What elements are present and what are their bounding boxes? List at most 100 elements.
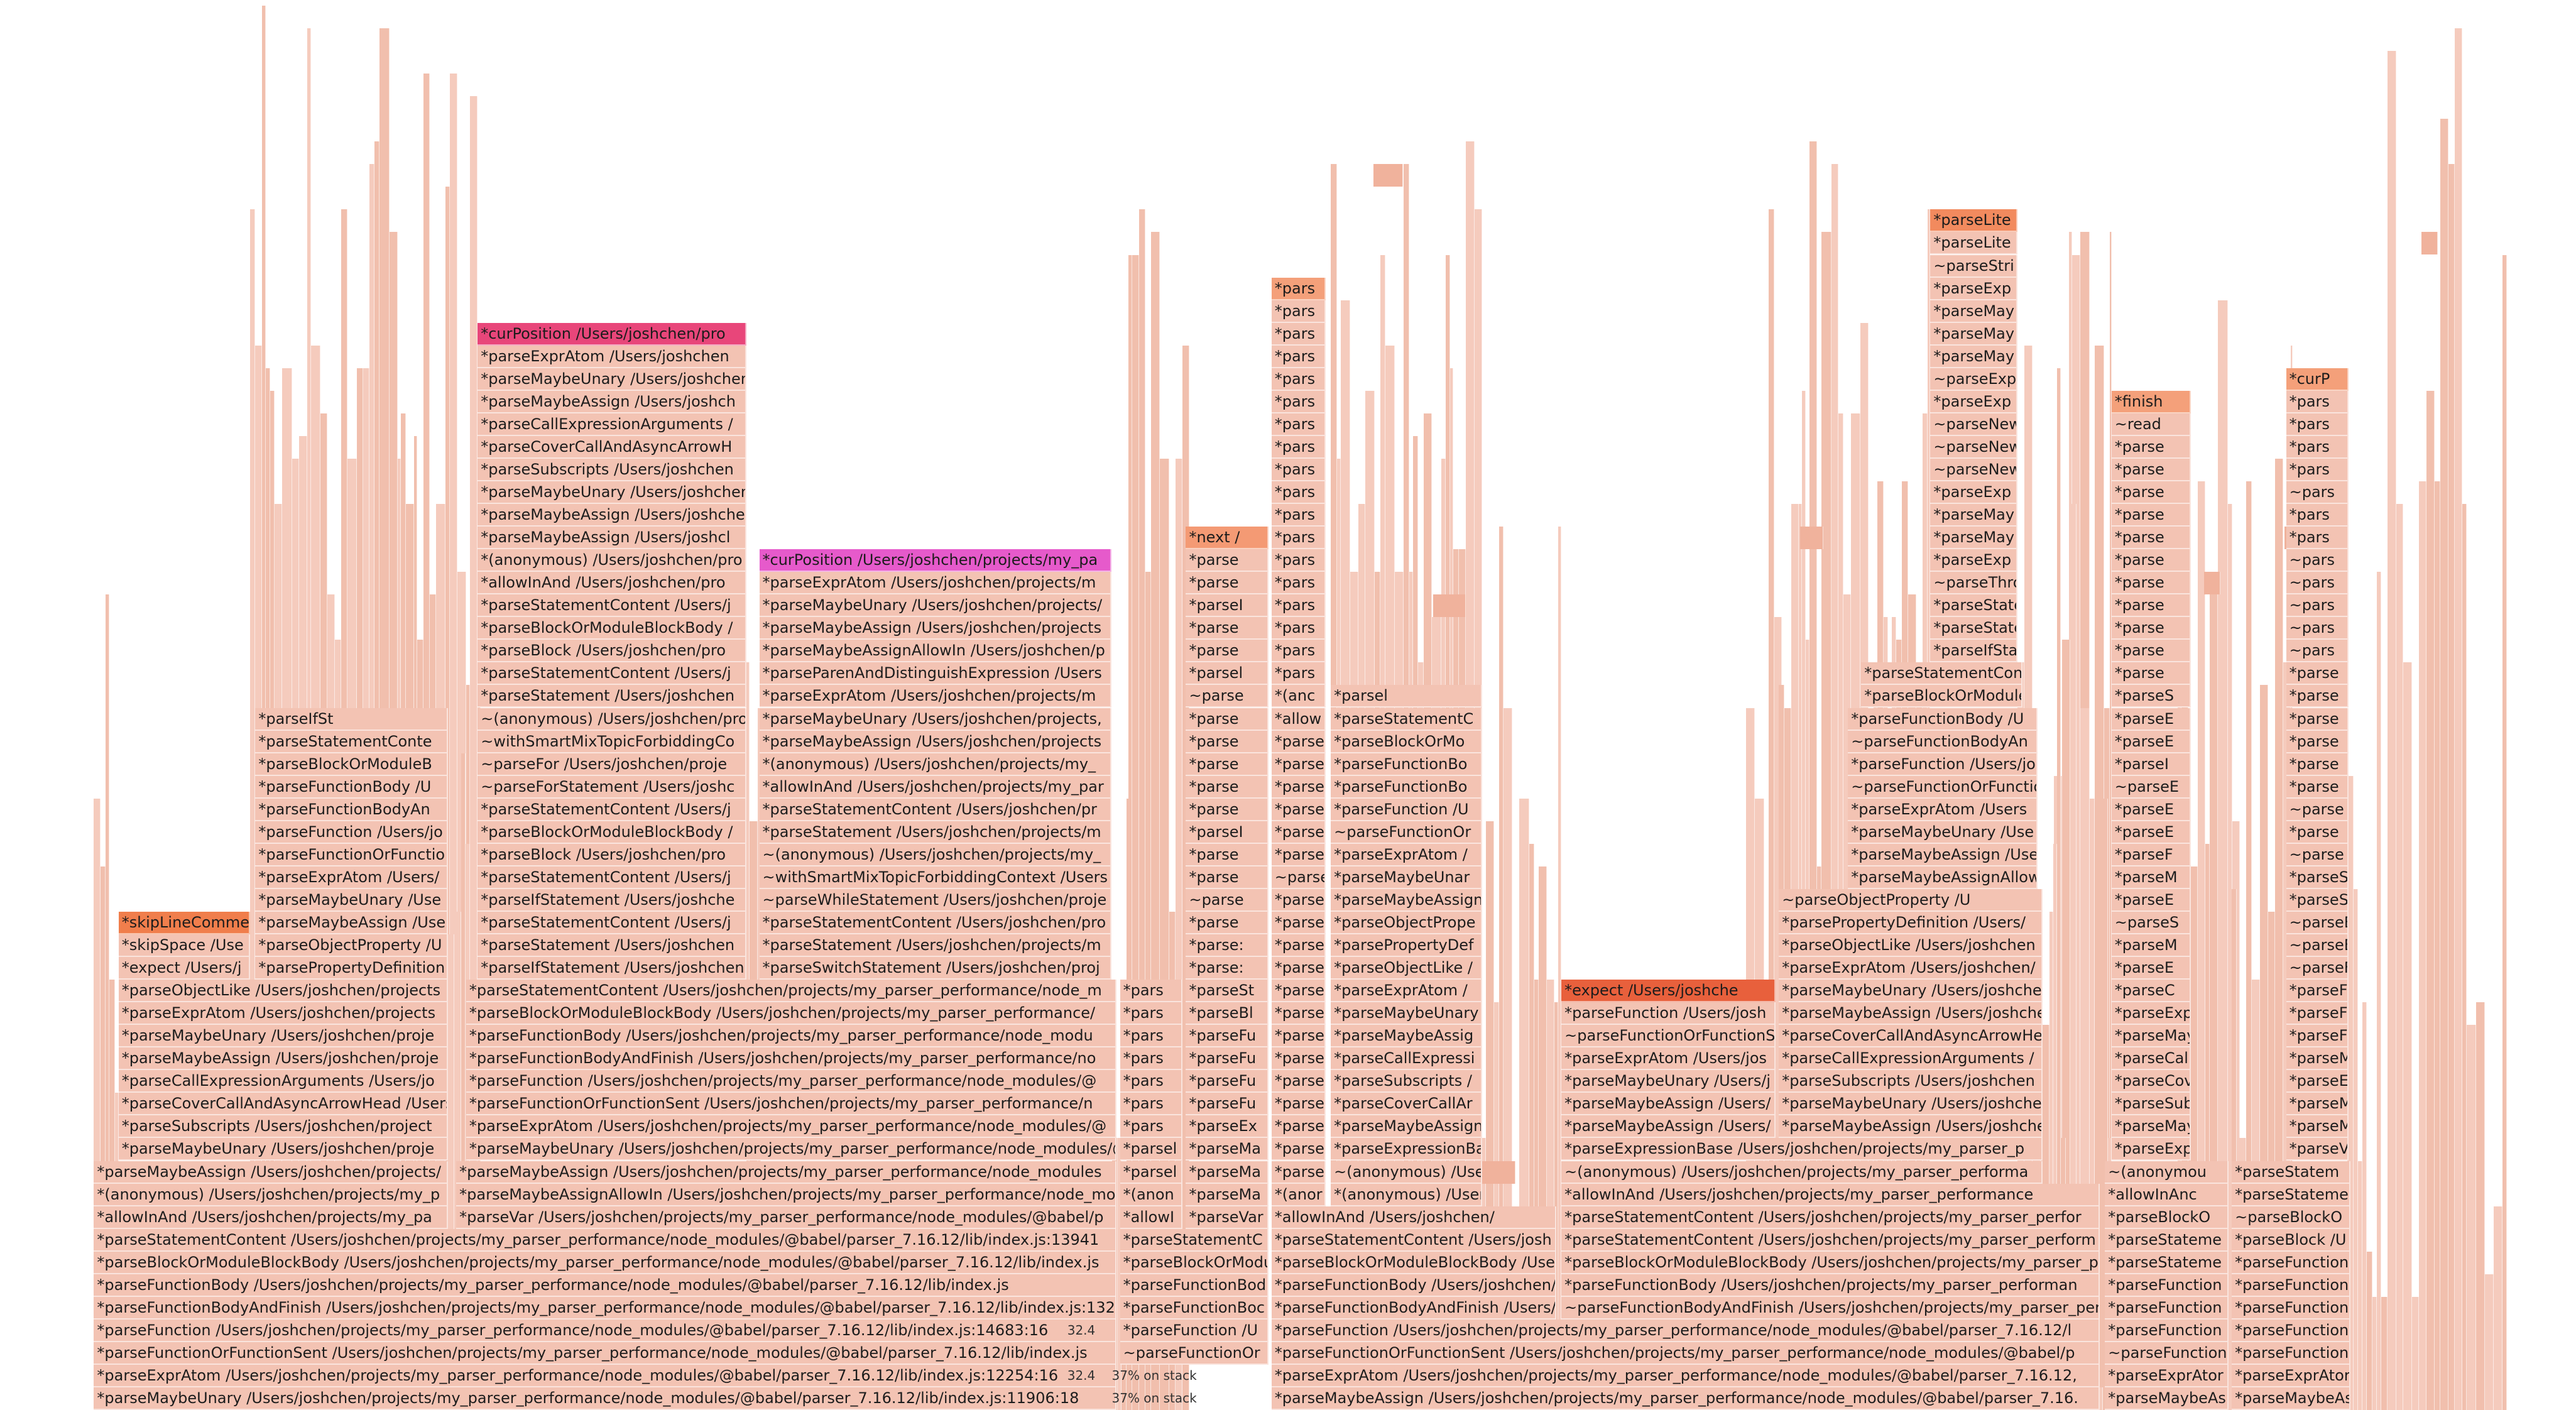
stack-frame[interactable]: ~parseExp [1930, 368, 2018, 391]
stack-frame[interactable]: *parse [1186, 753, 1269, 776]
stack-frame[interactable]: *parseBl [1186, 1002, 1269, 1025]
stack-frame[interactable]: *parseCallExpressionArguments / [478, 413, 746, 436]
stack-frame[interactable]: *parseBlockOrModuleBlockBody /Use [1271, 1251, 1557, 1274]
stack-frame[interactable]: *parseSubscripts /Users/joshchen [1779, 1070, 2043, 1093]
stack-frame[interactable]: *parseObjectPrope [1331, 911, 1483, 934]
stack-frame[interactable]: *(anonymous) /Users/joshchen/pro [478, 549, 746, 572]
stack-frame[interactable]: *parseExpressionBase /Users/joshchen/pro… [1561, 1138, 2043, 1161]
stack-frame[interactable]: *parseMa [1186, 1138, 1269, 1161]
stack-frame[interactable]: ~parse [1186, 685, 1269, 708]
stack-frame[interactable]: *parseFunction [2232, 1342, 2350, 1365]
stack-frame[interactable]: *parseVar [1186, 1206, 1269, 1229]
stack-frame[interactable]: *skipLineComme [118, 911, 251, 934]
stack-frame[interactable]: ~parseFunctionOrFunction [1848, 775, 2038, 799]
stack-frame[interactable]: *parseMaybeAssign [1331, 888, 1483, 912]
stack-frame[interactable]: *parseMay [1930, 300, 2018, 323]
stack-frame[interactable]: *parseStatementC [1331, 708, 1483, 731]
stack-frame[interactable]: *parse [1186, 617, 1269, 640]
stack-frame[interactable]: *parseCal [2111, 1047, 2191, 1071]
stack-frame[interactable]: *allowI [1120, 1206, 1183, 1229]
stack-frame[interactable]: *pars [1120, 1002, 1183, 1025]
stack-frame[interactable]: *parseMaybeAssign /Users/joshcl [478, 527, 746, 550]
stack-frame[interactable]: ~parseObjectProperty /U [1779, 888, 2043, 912]
stack-frame[interactable]: *parseFunctionBo [1331, 775, 1483, 799]
stack-frame[interactable]: *parseMaybeAssign /Users/joshchen/projec… [759, 617, 1112, 640]
stack-frame[interactable]: *parseBlockOrModuleBlockBody /Users/josh… [94, 1251, 1117, 1274]
stack-frame[interactable]: *parseFunctionBody /U [1848, 708, 2038, 731]
stack-frame[interactable]: *parseCoverCallAndAsyncArrowHead /Users/… [118, 1093, 449, 1116]
stack-frame[interactable]: *parseFunction [2232, 1251, 2350, 1274]
stack-frame[interactable]: *parseF [2286, 1002, 2349, 1025]
stack-frame[interactable]: *parseFunction [2232, 1274, 2350, 1297]
stack-frame[interactable]: *parseMaybeUnary /Users/joshchen/project… [759, 594, 1112, 618]
stack-frame[interactable]: *pars [1271, 435, 1326, 459]
stack-frame[interactable]: *parseM [2286, 1047, 2349, 1071]
stack-frame[interactable]: *parseI [2111, 753, 2191, 776]
stack-frame[interactable]: *parse [1186, 911, 1269, 934]
stack-frame[interactable]: *parseSwitchStatement /Users/joshchen/pr… [759, 957, 1112, 980]
stack-frame[interactable]: *pars [1120, 1025, 1183, 1048]
stack-frame[interactable]: ~parseForStatement /Users/joshc [478, 775, 746, 799]
stack-frame[interactable]: *expect /Users/joshche [1561, 980, 1776, 1003]
stack-frame[interactable]: *parseBlock /U [2232, 1228, 2350, 1252]
stack-frame[interactable]: *parseObjectProperty /U [255, 934, 449, 958]
stack-frame[interactable]: *pars [1271, 617, 1326, 640]
stack-frame[interactable]: *parseFunction [2105, 1296, 2229, 1320]
stack-frame[interactable]: *parseBlock /Users/joshchen/pro [478, 640, 746, 663]
stack-frame[interactable]: *pars [1120, 1115, 1183, 1139]
stack-frame[interactable]: *parseFunction /U [1331, 798, 1483, 821]
stack-frame[interactable]: *allowInAnd /Users/joshchen/projects/my_… [94, 1206, 449, 1229]
stack-frame[interactable]: ~(anonymou [2105, 1161, 2229, 1184]
stack-frame[interactable]: *parseStatementContent /Users/j [478, 798, 746, 821]
stack-frame[interactable]: *parseExprAtom /Users/joshchen/projects/… [466, 1115, 1117, 1139]
stack-frame[interactable]: ~parseThro [1930, 572, 2018, 595]
stack-frame[interactable]: *curP [2286, 368, 2349, 391]
stack-frame[interactable]: *parseFunctionOrFunctionSent /Users/josh… [466, 1093, 1117, 1116]
stack-frame[interactable]: *parseCallExpressionArguments / [1779, 1047, 2043, 1071]
stack-frame[interactable]: *parseFunction [2105, 1319, 2229, 1342]
stack-frame[interactable]: ~pars [2286, 572, 2349, 595]
stack-frame[interactable]: *parse [1271, 1025, 1326, 1048]
stack-frame[interactable]: *parseM [2111, 866, 2191, 889]
stack-frame[interactable]: *parseFunction /Users/josh [1561, 1002, 1776, 1025]
stack-frame[interactable]: *parseObjectLike /Users/joshchen [1779, 934, 2043, 958]
stack-frame[interactable]: *parseFunctionBod [1120, 1274, 1269, 1297]
stack-frame[interactable]: *parseStatement /Users/joshchen [478, 685, 746, 708]
stack-frame[interactable]: *parseStateme [2232, 1183, 2350, 1206]
stack-frame[interactable]: *parseCallExpressi [1331, 1047, 1483, 1071]
stack-frame[interactable]: *parse [1271, 753, 1326, 776]
stack-frame[interactable]: *parseMaybeUnary /Use [255, 888, 449, 912]
stack-frame[interactable]: *pars [1271, 390, 1326, 413]
stack-frame[interactable]: *parseVar /Users/joshchen/projects/my_pa… [456, 1206, 1117, 1229]
stack-frame[interactable]: ~parseB [2286, 911, 2349, 934]
stack-frame[interactable]: ~pars [2286, 481, 2349, 505]
stack-frame[interactable]: *parseSub [2111, 1093, 2191, 1116]
stack-frame[interactable]: *parseE [2111, 708, 2191, 731]
stack-frame[interactable]: *parseExprAtom /Users/joshchen/projects/… [759, 572, 1112, 595]
stack-frame[interactable]: ~pars [2286, 640, 2349, 663]
stack-frame[interactable]: ~(anonymous) /Users/joshchen/projects/my… [1561, 1161, 2043, 1184]
stack-frame[interactable]: *parseStateme [2105, 1251, 2229, 1274]
stack-frame[interactable]: *parseObjectLike /Users/joshchen/project… [118, 980, 449, 1003]
stack-frame[interactable]: *pars [1271, 458, 1326, 481]
stack-frame[interactable]: *parseCoverCallAndAsyncArrowH [478, 435, 746, 459]
stack-frame[interactable]: *parseBlockOrModuleB [255, 753, 449, 776]
stack-frame[interactable]: *parseMaybeUnar [1331, 866, 1483, 889]
stack-frame[interactable]: *parseCov [2111, 1070, 2191, 1093]
stack-frame[interactable]: *parse [1271, 934, 1326, 958]
stack-frame[interactable]: *pars [1271, 345, 1326, 368]
stack-frame[interactable]: *parse [1271, 1115, 1326, 1139]
stack-frame[interactable]: *parseStatementContent /Users/joshchen/p… [759, 798, 1112, 821]
stack-frame[interactable]: *pars [1271, 549, 1326, 572]
stack-frame[interactable]: *allowInAnd /Users/joshchen/ [1271, 1206, 1557, 1229]
stack-frame[interactable]: *parseFunctionBodyAndFinish /Users/joshc… [1271, 1296, 1557, 1320]
stack-frame[interactable]: *parse [2111, 458, 2191, 481]
stack-frame[interactable]: *parse [1271, 798, 1326, 821]
stack-frame[interactable]: ~parseFunctionBodyAn [1848, 730, 2038, 753]
stack-frame[interactable]: *parse: [1186, 934, 1269, 958]
stack-frame[interactable]: *pars [1271, 277, 1326, 300]
stack-frame[interactable]: *parseCoverCallAndAsyncArrowHe [1779, 1025, 2043, 1048]
stack-frame[interactable]: *parse [2286, 775, 2349, 799]
stack-frame[interactable]: ~parseNew [1930, 435, 2018, 459]
stack-frame[interactable]: *parseExprAtom /Users/jos [1561, 1047, 1776, 1071]
